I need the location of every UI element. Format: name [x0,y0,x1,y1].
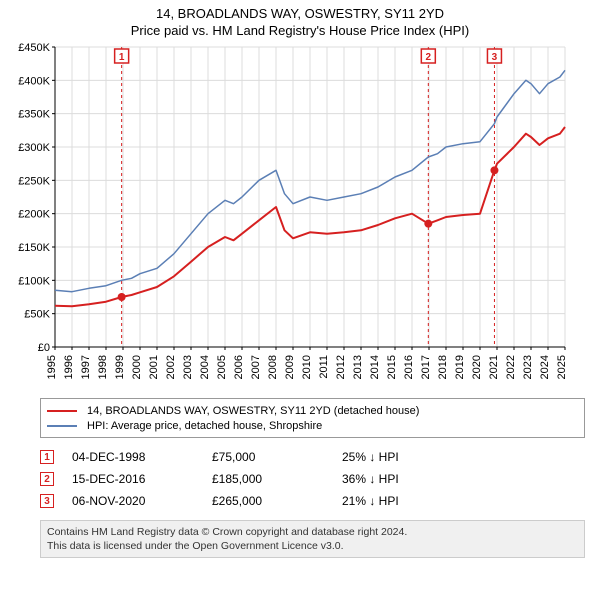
footer-line: Contains HM Land Registry data © Crown c… [47,525,578,539]
svg-text:£100K: £100K [18,275,50,287]
svg-text:£50K: £50K [24,309,50,321]
transaction-hpi: 36% ↓ HPI [342,472,492,486]
legend-label: HPI: Average price, detached house, Shro… [87,420,322,432]
marker-icon: 1 [40,450,54,464]
svg-text:2005: 2005 [216,355,228,379]
legend-swatch [47,410,77,412]
legend-item: 14, BROADLANDS WAY, OSWESTRY, SY11 2YD (… [47,403,578,418]
transaction-date: 04-DEC-1998 [72,450,212,464]
svg-text:2015: 2015 [386,355,398,379]
footer-line: This data is licensed under the Open Gov… [47,539,578,553]
svg-text:2016: 2016 [403,355,415,379]
svg-text:2010: 2010 [301,355,313,379]
chart-area: £0 £50K £100K £150K £200K £250K £300K £350K £400… [10,42,570,392]
svg-text:3: 3 [492,52,498,63]
svg-text:2025: 2025 [556,355,568,379]
transaction-date: 15-DEC-2016 [72,472,212,486]
svg-text:£0: £0 [38,342,50,354]
svg-text:2008: 2008 [267,355,279,379]
svg-text:1995: 1995 [46,355,58,379]
svg-text:2009: 2009 [284,355,296,379]
svg-text:1: 1 [119,52,125,63]
svg-text:2000: 2000 [131,355,143,379]
svg-text:2022: 2022 [505,355,517,379]
svg-text:1998: 1998 [97,355,109,379]
svg-text:2007: 2007 [250,355,262,379]
footer-attribution: Contains HM Land Registry data © Crown c… [40,520,585,558]
svg-text:2003: 2003 [182,355,194,379]
legend: 14, BROADLANDS WAY, OSWESTRY, SY11 2YD (… [40,398,585,438]
svg-text:£300K: £300K [18,142,50,154]
svg-text:2012: 2012 [335,355,347,379]
chart-title: 14, BROADLANDS WAY, OSWESTRY, SY11 2YD [0,0,600,21]
transaction-price: £265,000 [212,494,342,508]
svg-text:2013: 2013 [352,355,364,379]
transaction-row: 3 06-NOV-2020 £265,000 21% ↓ HPI [40,490,585,512]
chart-svg: £0 £50K £100K £150K £200K £250K £300K £350K £400… [10,42,570,392]
svg-text:1996: 1996 [63,355,75,379]
transaction-hpi: 21% ↓ HPI [342,494,492,508]
svg-text:2001: 2001 [148,355,160,379]
transaction-row: 2 15-DEC-2016 £185,000 36% ↓ HPI [40,468,585,490]
svg-text:£200K: £200K [18,209,50,221]
transactions-table: 1 04-DEC-1998 £75,000 25% ↓ HPI 2 15-DEC… [40,446,585,512]
svg-text:2002: 2002 [165,355,177,379]
svg-text:2018: 2018 [437,355,449,379]
legend-label: 14, BROADLANDS WAY, OSWESTRY, SY11 2YD (… [87,405,419,417]
transaction-row: 1 04-DEC-1998 £75,000 25% ↓ HPI [40,446,585,468]
svg-text:1997: 1997 [80,355,92,379]
svg-text:£400K: £400K [18,75,50,87]
svg-text:2017: 2017 [420,355,432,379]
legend-item: HPI: Average price, detached house, Shro… [47,418,578,433]
marker-icon: 3 [40,494,54,508]
svg-text:1999: 1999 [114,355,126,379]
transaction-price: £75,000 [212,450,342,464]
svg-text:£250K: £250K [18,175,50,187]
svg-text:2019: 2019 [454,355,466,379]
svg-text:2004: 2004 [199,355,211,379]
svg-text:£150K: £150K [18,242,50,254]
marker-icon: 2 [40,472,54,486]
svg-text:2014: 2014 [369,355,381,379]
chart-subtitle: Price paid vs. HM Land Registry's House … [0,21,600,42]
svg-text:£350K: £350K [18,109,50,121]
transaction-date: 06-NOV-2020 [72,494,212,508]
svg-text:2021: 2021 [488,355,500,379]
svg-text:2023: 2023 [522,355,534,379]
svg-text:2020: 2020 [471,355,483,379]
transaction-hpi: 25% ↓ HPI [342,450,492,464]
svg-text:2: 2 [426,52,432,63]
svg-text:2011: 2011 [318,355,330,379]
svg-text:2006: 2006 [233,355,245,379]
legend-swatch [47,425,77,427]
transaction-price: £185,000 [212,472,342,486]
svg-text:2024: 2024 [539,355,551,379]
svg-text:£450K: £450K [18,42,50,54]
